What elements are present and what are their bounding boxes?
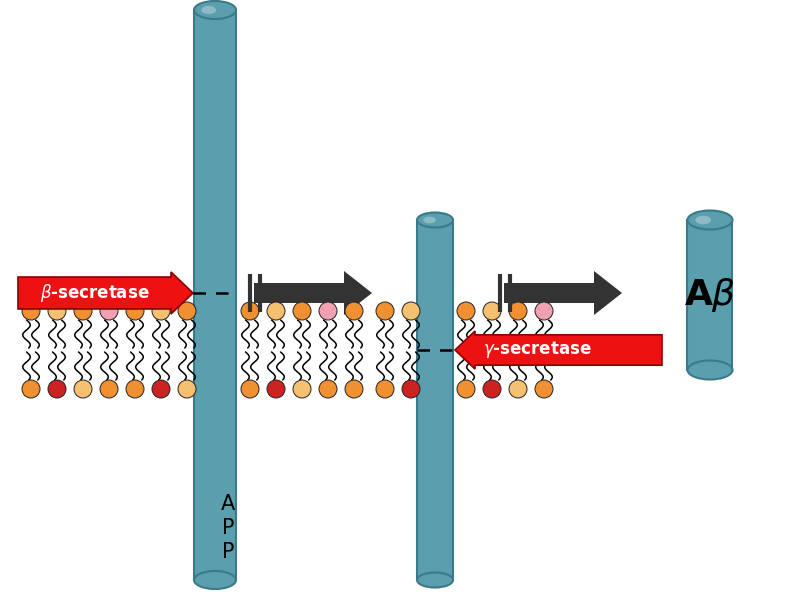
Circle shape [74,302,92,320]
Ellipse shape [202,6,216,14]
Text: A: A [221,494,235,514]
Circle shape [241,380,259,398]
Polygon shape [455,331,662,369]
Circle shape [345,380,363,398]
Circle shape [74,380,92,398]
Text: $\beta$-secretase: $\beta$-secretase [40,282,149,304]
Circle shape [483,380,501,398]
Ellipse shape [696,216,711,224]
Circle shape [241,302,259,320]
Ellipse shape [194,1,236,19]
Ellipse shape [417,212,453,227]
Circle shape [376,302,394,320]
Circle shape [152,380,170,398]
Polygon shape [417,220,453,580]
Text: P: P [222,542,234,562]
Ellipse shape [194,571,236,589]
Circle shape [535,302,553,320]
Circle shape [345,302,363,320]
Circle shape [126,302,144,320]
Ellipse shape [417,572,453,587]
Circle shape [126,380,144,398]
Circle shape [22,302,40,320]
Polygon shape [688,220,733,370]
Circle shape [319,380,337,398]
Circle shape [535,380,553,398]
Polygon shape [194,10,236,580]
Text: A$\beta$: A$\beta$ [684,276,736,314]
Circle shape [402,380,420,398]
Circle shape [457,302,475,320]
Circle shape [152,302,170,320]
Circle shape [100,302,118,320]
Circle shape [319,302,337,320]
Circle shape [509,302,527,320]
Circle shape [293,302,311,320]
Polygon shape [504,271,622,315]
Circle shape [293,380,311,398]
Polygon shape [254,271,372,315]
Circle shape [22,380,40,398]
Circle shape [457,380,475,398]
Circle shape [178,380,196,398]
Circle shape [376,380,394,398]
Circle shape [100,380,118,398]
Polygon shape [18,272,193,314]
Circle shape [509,380,527,398]
Circle shape [483,302,501,320]
Text: P: P [222,518,234,538]
Circle shape [48,380,66,398]
Ellipse shape [688,211,733,229]
Circle shape [402,302,420,320]
Text: $\gamma$-secretase: $\gamma$-secretase [483,339,592,361]
Circle shape [267,380,285,398]
Circle shape [178,302,196,320]
Circle shape [267,302,285,320]
Ellipse shape [424,217,436,223]
Ellipse shape [688,361,733,379]
Circle shape [48,302,66,320]
